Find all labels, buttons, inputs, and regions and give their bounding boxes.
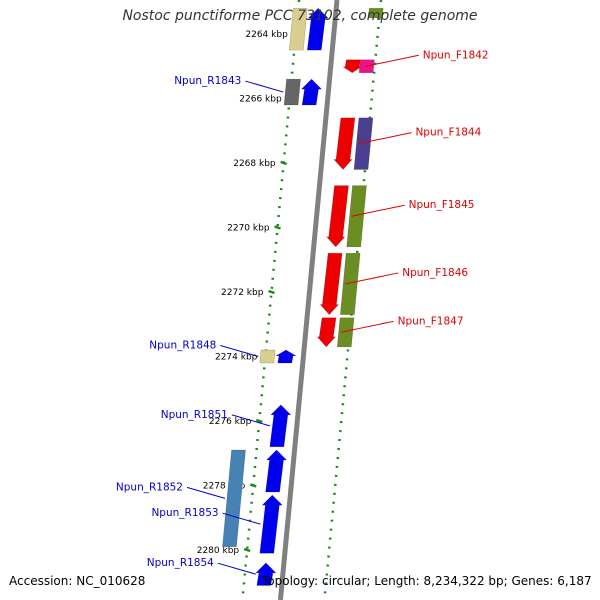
gene-npun_f1845[interactable] (326, 185, 349, 248)
gene-purple-feature[interactable] (353, 117, 374, 170)
gene-label-leader (220, 345, 259, 357)
scale-tick (249, 483, 257, 488)
gene-npun_f1842[interactable] (342, 59, 363, 74)
gene-npun_r1848[interactable] (259, 349, 276, 364)
gene-npun_r1852[interactable] (222, 449, 246, 548)
scale-tick-label: 2274 kbp (215, 353, 258, 363)
scale-tick (268, 289, 275, 295)
gene-label[interactable]: Npun_R1853 (151, 507, 218, 519)
scale-tick-label: 2270 kbp (227, 224, 270, 234)
gene-label[interactable]: Npun_R1854 (147, 557, 214, 569)
scale-tick (255, 418, 263, 424)
gene-npun_f1847[interactable] (316, 317, 337, 348)
gene-label-leader (217, 562, 256, 575)
gene-npun_r1843[interactable] (283, 78, 301, 106)
gene-label-leader (358, 132, 412, 145)
gene-label[interactable]: Npun_F1846 (402, 267, 468, 279)
gene-labels: Npun_R1843 Npun_F1842 Npun_F1844 Npun_F1845… (116, 49, 489, 575)
gene-label[interactable]: Npun_R1851 (161, 409, 228, 421)
gene-label[interactable]: Npun_F1845 (409, 199, 475, 211)
scale-tick-label: 2278 kbp (203, 482, 246, 492)
gene-label-leader (351, 204, 405, 217)
scale-tick-label: 2264 kbp (245, 30, 288, 40)
gene-npun_r1854[interactable] (255, 562, 277, 586)
backbone-line (277, 0, 340, 600)
gene-npun_r1851[interactable] (269, 404, 292, 448)
gene-npun_f1844[interactable] (333, 117, 356, 170)
scale-tick (280, 160, 288, 166)
gene-label-leader (186, 486, 226, 499)
gene-label-leader (340, 320, 394, 333)
scale-tick-label: 2280 kbp (197, 546, 240, 556)
gene-features (222, 7, 384, 586)
gene-label-leader (222, 512, 261, 525)
gene-olive-feature[interactable] (346, 185, 367, 248)
scale-tick-label: 2272 kbp (221, 288, 264, 298)
gene-npun_r1853[interactable] (259, 494, 284, 554)
map-title: Nostoc punctiforme PCC 73102, complete g… (122, 8, 478, 24)
gene-olive-feature[interactable] (336, 317, 355, 348)
scale-tick (274, 225, 281, 230)
gene-label[interactable]: Npun_R1852 (116, 481, 183, 493)
gene-label-leader (231, 414, 270, 427)
scale-tick-label: 2266 kbp (239, 95, 282, 105)
gene-label-leader (345, 272, 399, 285)
genome-backbone (277, 0, 340, 600)
scale-tick-label: 2276 kbp (209, 417, 252, 427)
gene-label[interactable]: Npun_F1847 (398, 315, 464, 327)
gene-blue-feature[interactable] (306, 7, 329, 51)
gene-label[interactable]: Npun_R1848 (149, 340, 216, 352)
gene-blue-feature[interactable] (274, 349, 298, 364)
gene-label-leader (365, 54, 419, 67)
scale-tick (243, 547, 251, 553)
gene-olive-feature[interactable] (367, 7, 384, 19)
gene-khaki-feature[interactable] (288, 7, 308, 51)
scale-ticks: 2264 kbp 2266 kbp 2268 kbp 2270 kbp 2272 kbp… (197, 30, 300, 556)
gene-blue-feature[interactable] (300, 78, 323, 106)
scale-tick-label: 2268 kbp (233, 159, 276, 169)
gene-blue-feature[interactable] (265, 449, 288, 493)
gene-npun_f1846[interactable] (319, 253, 343, 316)
gene-label[interactable]: Npun_F1844 (415, 127, 481, 139)
gene-label[interactable]: Npun_F1842 (423, 49, 489, 61)
gene-label-leader (245, 80, 284, 93)
genome-summary: Topology: circular; Length: 8,234,322 bp… (262, 574, 592, 588)
accession-label: Accession: NC_010628 (9, 574, 146, 588)
gene-olive-feature[interactable] (340, 253, 361, 315)
right-strand-dots (323, 0, 383, 600)
gene-label[interactable]: Npun_R1843 (174, 75, 241, 87)
